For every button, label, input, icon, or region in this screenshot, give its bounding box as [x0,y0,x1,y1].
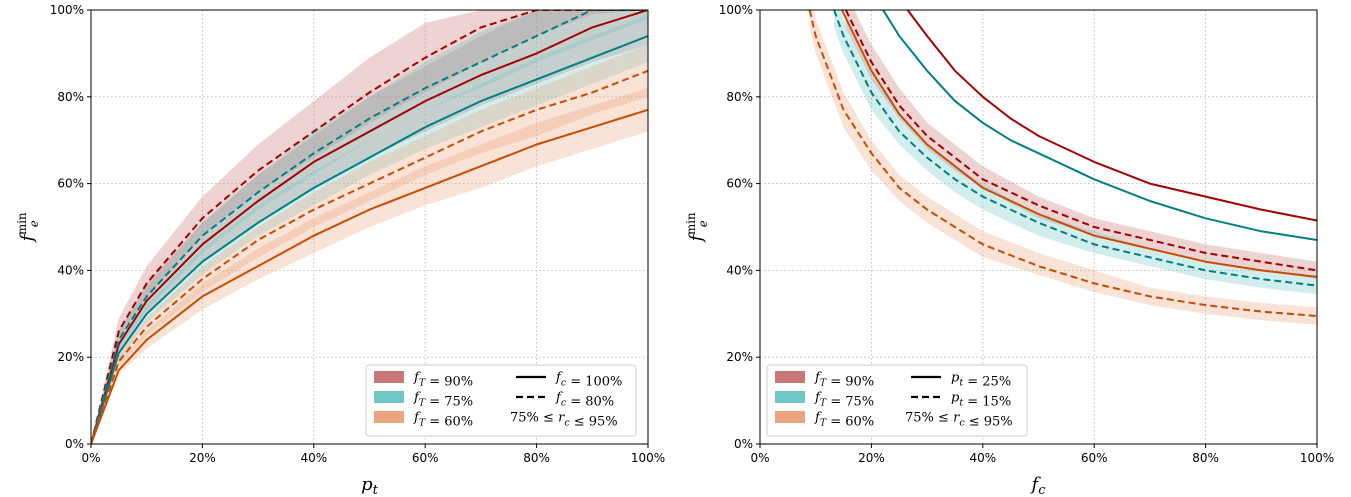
legend-label-6: 75% ≤ rc ≤ 95% [510,411,618,430]
legend-label-3: fT = 75% [413,391,473,410]
x-tick-label: 60% [412,451,439,465]
plot-area [91,10,648,444]
x-tick-label: 100% [1300,451,1334,465]
series-band-6 [91,44,648,444]
x-tick-label: 40% [969,451,996,465]
chart-panel-2: 0% 20% 40% 60% 80% 100% 0% 20% 40% 60% 80% 100% fc fm… [684,3,1334,497]
y-tick-label: 40% [57,263,84,277]
legend-label-2: fc = 100% [555,371,622,390]
series-band-6 [809,10,1317,325]
x-tick-label: 20% [858,451,885,465]
x-tick-label: 80% [523,451,550,465]
x-axis-label: fc [1030,474,1047,497]
legend-frame [766,364,1028,437]
chart-panel-1: 0% 20% 40% 60% 80% 100% 0% 20% 40% 60% 80% 100% pt fm… [15,3,665,497]
axes-frame [759,9,1318,445]
x-tick-label: 40% [300,451,327,465]
series-band-1 [91,10,648,444]
x-tick-label: 0% [81,451,100,465]
y-tick-label: 20% [57,350,84,364]
legend-label-4: fc = 80% [555,391,614,410]
x-tick-label: 20% [189,451,216,465]
y-tick-label: 100% [719,3,753,17]
series-line-2 [882,10,1317,241]
legend-swatch-3 [775,391,805,403]
series-band-4 [91,10,648,444]
y-tick-label: 80% [726,90,753,104]
legend-label-6: 75% ≤ rc ≤ 95% [905,411,1013,430]
y-tick-label: 40% [726,263,753,277]
series-band-5 [91,88,648,444]
y-tick-label: 20% [726,350,753,364]
y-tick-label: 0% [734,437,753,451]
x-tick-label: 80% [1192,451,1219,465]
y-tick-label: 0% [65,437,84,451]
legend-label-5: fT = 60% [413,411,473,430]
legend-label-3: fT = 75% [814,391,874,410]
series-line-1 [906,10,1317,222]
x-tick-label: 100% [631,451,665,465]
y-axis-label: fmine [684,212,710,243]
x-axis-label: pt [361,474,379,497]
axes-frame [90,9,649,445]
legend-swatch-5 [374,411,404,423]
series-line-4 [841,10,1317,278]
legend-swatch-1 [374,371,404,383]
series-line-2 [91,10,648,444]
y-tick-label: 60% [57,177,84,191]
series-band-3 [845,10,1317,280]
series-line-3 [91,35,648,444]
y-tick-label: 100% [50,3,84,17]
legend-label-1: fT = 90% [814,371,874,390]
series-line-1 [91,10,648,444]
legend-swatch-5 [775,411,805,423]
series-band-2 [91,10,648,444]
legend-swatch-3 [374,391,404,403]
legend-label-2: pt = 25% [951,371,1011,390]
y-tick-label: 80% [57,90,84,104]
legend-swatch-1 [775,371,805,383]
series-line-4 [91,10,648,444]
legend-label-1: fT = 90% [413,371,473,390]
series-line-6 [91,69,648,444]
legend-label-4: pt = 15% [951,391,1011,410]
y-tick-label: 60% [726,177,753,191]
x-tick-label: 60% [1081,451,1108,465]
series-line-5 [91,108,648,444]
plot-area [808,10,1317,325]
y-axis-label: fmine [15,212,41,243]
series-line-3 [844,10,1317,272]
series-line-6 [808,10,1317,317]
legend-frame [365,364,637,437]
series-line-5 [833,10,1317,287]
legend: fT = 90% pt = 25% fT = 75% pt = 15% fT = 60%… [766,364,1028,437]
legend-label-5: fT = 60% [814,411,874,430]
x-tick-label: 0% [750,451,769,465]
legend: fT = 90% fc = 100% fT = 75% fc = 80% fT = 60… [365,364,637,437]
